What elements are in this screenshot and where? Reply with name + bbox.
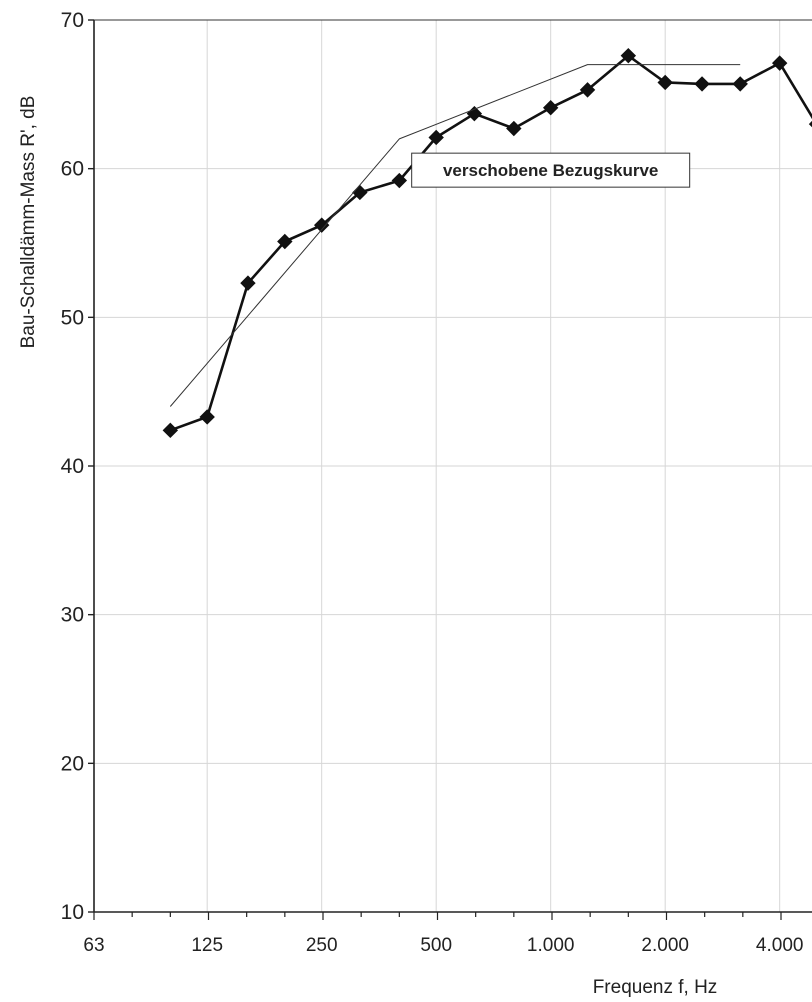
annotation-box xyxy=(411,152,691,188)
y-tick-label: 20 xyxy=(61,752,84,775)
y-tick-label: 30 xyxy=(61,604,84,627)
data-point-marker xyxy=(657,74,673,91)
x-tick-labels: 63 125 250 500 1.000 2.000 4.000 xyxy=(83,935,803,956)
y-tick-labels: 10 20 30 40 50 60 70 xyxy=(61,9,84,924)
data-point-marker xyxy=(506,120,522,137)
y-axis-label: Bau-Schalldämm-Mass R', dB xyxy=(18,96,39,349)
reference-curve-line xyxy=(169,64,741,407)
data-point-marker xyxy=(313,217,330,233)
y-tick-label: 70 xyxy=(61,9,84,32)
axes xyxy=(88,19,812,920)
y-tick-label: 60 xyxy=(61,158,84,181)
data-point-marker xyxy=(579,82,596,98)
data-point-marker xyxy=(277,233,293,250)
data-series xyxy=(162,47,812,439)
data-point-marker xyxy=(428,129,444,146)
y-tick-label: 10 xyxy=(61,901,84,924)
annotation-text: verschobene Bezugskurve xyxy=(443,161,658,180)
data-point-marker xyxy=(694,76,710,92)
x-tick-label: 2.000 xyxy=(641,935,689,956)
x-tick-label: 1.000 xyxy=(527,935,575,956)
x-tick-label: 125 xyxy=(191,935,223,956)
data-point-marker xyxy=(391,172,408,189)
data-point-marker xyxy=(199,409,215,425)
x-axis-label: Frequenz f, Hz xyxy=(593,977,718,998)
annotations: verschobene Bezugskurve xyxy=(411,152,691,188)
x-tick-label: 63 xyxy=(83,935,104,956)
data-point-marker xyxy=(732,76,748,92)
grid-lines xyxy=(94,19,812,913)
data-point-marker xyxy=(162,422,179,439)
x-tick-label: 4.000 xyxy=(756,935,804,956)
x-tick-label: 250 xyxy=(306,935,338,956)
data-point-marker xyxy=(620,47,637,64)
data-point-marker xyxy=(542,100,559,116)
data-point-marker xyxy=(240,275,256,291)
data-point-marker xyxy=(771,55,788,71)
y-tick-label: 50 xyxy=(61,306,84,329)
y-tick-label: 40 xyxy=(61,455,84,478)
x-tick-label: 500 xyxy=(420,935,452,956)
